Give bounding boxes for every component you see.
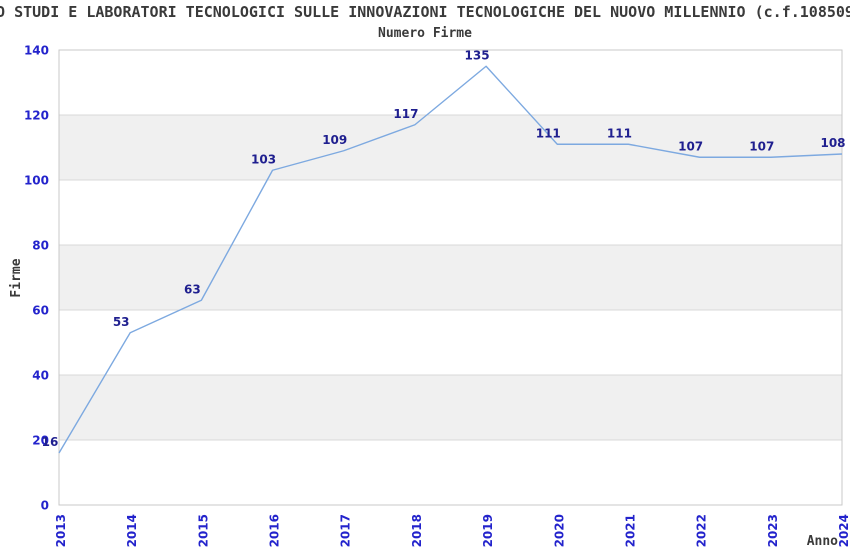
x-tick-label: 2021 [623, 514, 637, 547]
data-point-label: 107 [678, 139, 703, 153]
data-line [58, 65, 843, 454]
y-tick-label: 140 [24, 44, 49, 58]
data-point-label: 108 [820, 136, 845, 150]
x-tick-label: 2023 [766, 514, 780, 547]
x-tick-label: 2017 [339, 514, 353, 547]
plot-border [58, 49, 843, 506]
data-point-label: 53 [113, 315, 130, 329]
grid-band [59, 375, 842, 440]
chart-title: O STUDI E LABORATORI TECNOLOGICI SULLE I… [0, 3, 850, 21]
data-point-label: 107 [749, 139, 774, 153]
data-point-label: 103 [251, 152, 276, 166]
x-tick-label: 2016 [268, 514, 282, 547]
data-point-label: 109 [322, 133, 347, 147]
data-point-label: 63 [184, 282, 201, 296]
x-axis-label: Anno [806, 534, 838, 549]
y-tick-label: 120 [24, 109, 49, 123]
x-tick-label: 2019 [481, 514, 495, 547]
x-tick-label: 2018 [410, 514, 424, 547]
y-tick-label: 40 [32, 369, 49, 383]
data-point-label: 16 [42, 435, 59, 449]
y-tick-label: 100 [24, 174, 49, 188]
x-tick-label: 2014 [125, 514, 139, 547]
y-tick-label: 20 [32, 434, 49, 448]
data-point-label: 111 [536, 126, 561, 140]
grid-band [59, 245, 842, 310]
y-tick-label: 80 [32, 239, 49, 253]
data-point-label: 117 [393, 107, 418, 121]
x-tick-label: 2022 [695, 514, 709, 547]
y-tick-label: 60 [32, 304, 49, 318]
grid-band [59, 115, 842, 180]
data-point-label: 111 [607, 126, 632, 140]
x-tick-label: 2024 [837, 514, 850, 547]
x-tick-label: 2020 [552, 514, 566, 547]
y-tick-label: 0 [41, 499, 49, 513]
x-tick-label: 2015 [196, 514, 210, 547]
data-point-label: 135 [465, 48, 490, 62]
x-tick-label: 2013 [54, 514, 68, 547]
chart-subtitle: Numero Firme [378, 26, 472, 41]
